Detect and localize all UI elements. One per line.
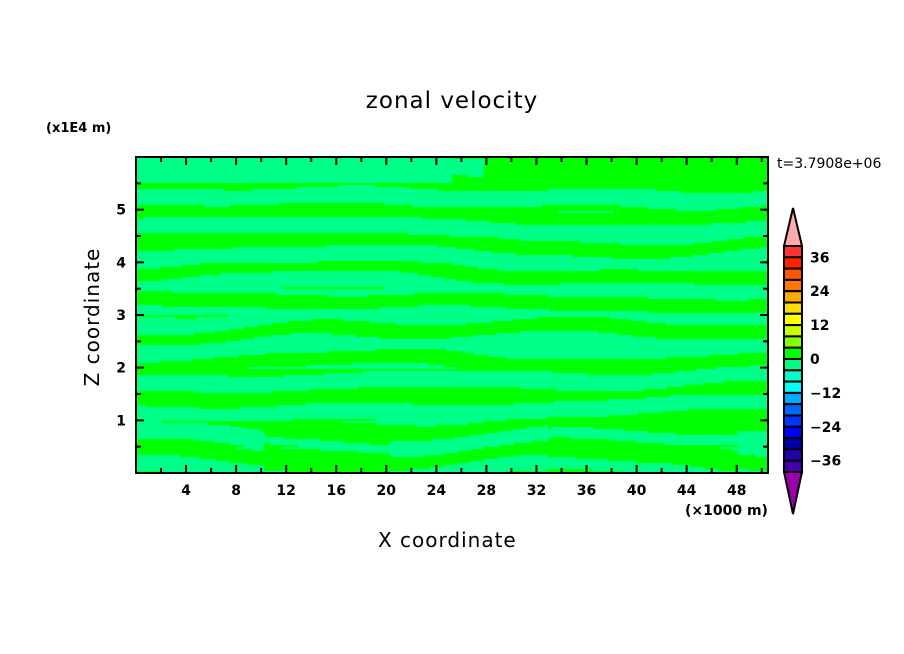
time-annotation: t=3.7908e+06 — [777, 156, 882, 172]
colorbar-swatch — [783, 267, 803, 281]
colorbar-swatch — [783, 358, 803, 372]
colorbar-swatch — [783, 346, 803, 361]
y-tick-label: 4 — [116, 255, 126, 271]
colorbar-tick-label: 24 — [810, 284, 830, 300]
y-tick-label: 2 — [116, 361, 126, 377]
colorbar-swatch — [783, 256, 803, 270]
colorbar-swatch — [783, 380, 803, 394]
colorbar-swatch — [783, 425, 803, 440]
colorbar-tick-label: −24 — [810, 420, 841, 436]
colorbar-tick-label: 0 — [810, 352, 820, 368]
x-tick-label: 36 — [577, 483, 596, 499]
colorbar-swatch — [783, 403, 803, 417]
x-tick-label: 48 — [727, 483, 746, 499]
colorbar-swatch — [783, 301, 803, 315]
x-tick-label: 28 — [477, 483, 496, 499]
y-tick-label: 5 — [116, 203, 126, 219]
x-tick-label: 12 — [276, 483, 295, 499]
colorbar-swatch — [783, 245, 803, 259]
colorbar-swatch — [783, 459, 803, 474]
colorbar-tick-label: 12 — [810, 318, 829, 334]
x-tick-label: 40 — [627, 483, 647, 499]
colorbar-swatch — [783, 312, 803, 327]
colorbar-over-triangle — [782, 207, 804, 247]
colorbar-swatch — [783, 448, 803, 462]
x-tick-label: 8 — [231, 483, 241, 499]
colorbar-swatch — [783, 278, 803, 293]
x-tick-label: 32 — [527, 483, 546, 499]
colorbar-swatch — [783, 391, 803, 406]
colorbar-tick-label: −12 — [810, 386, 841, 402]
x-tick-label: 24 — [427, 483, 447, 499]
y-unit-label: (x1E4 m) — [46, 121, 112, 136]
chart-title: zonal velocity — [365, 88, 539, 114]
colorbar-swatch — [783, 414, 803, 428]
colorbar-swatch — [783, 369, 803, 383]
contour-field — [136, 157, 768, 473]
colorbar-tick-label: −36 — [810, 454, 841, 470]
colorbar-swatch — [783, 290, 803, 304]
colorbar-swatch — [783, 335, 803, 349]
x-tick-label: 44 — [677, 483, 697, 499]
y-tick-label: 1 — [116, 413, 126, 429]
x-axis-label: X coordinate — [378, 528, 517, 552]
plot-frame — [135, 156, 769, 474]
x-tick-label: 16 — [326, 483, 345, 499]
x-tick-label: 20 — [377, 483, 397, 499]
x-tick-label: 4 — [181, 483, 191, 499]
colorbar-tick-label: 36 — [810, 250, 829, 266]
y-tick-label: 3 — [116, 308, 126, 324]
colorbar-under-triangle — [782, 471, 804, 515]
x-unit-label: (×1000 m) — [685, 503, 768, 519]
colorbar-swatch — [783, 324, 803, 338]
colorbar-swatch — [783, 437, 803, 451]
